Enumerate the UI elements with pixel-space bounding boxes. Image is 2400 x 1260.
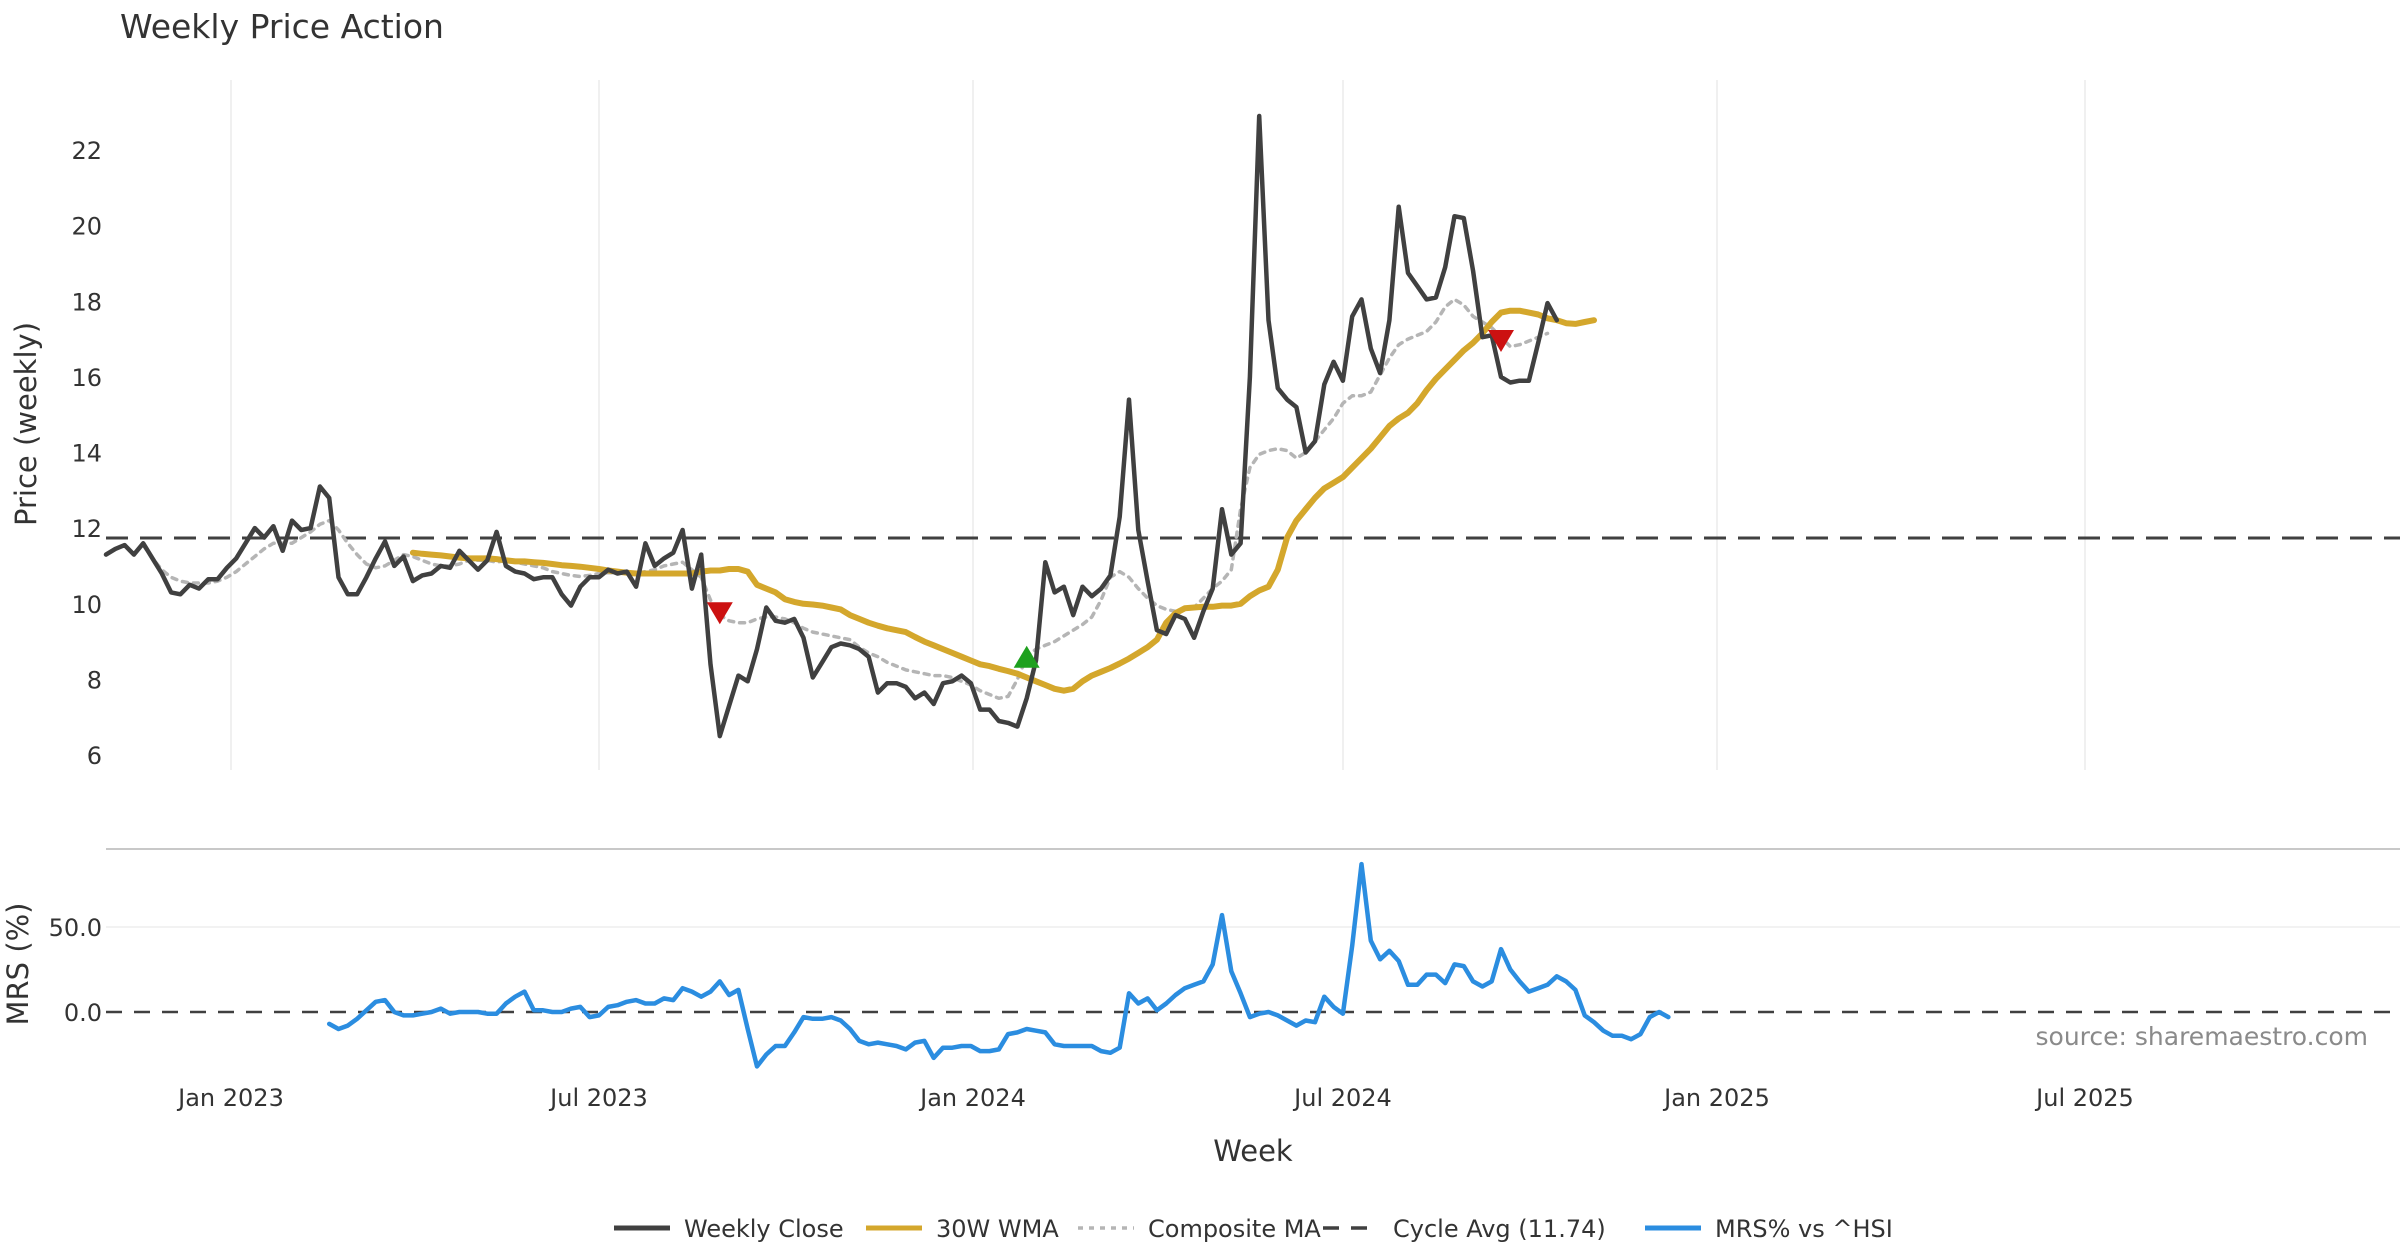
sell-signal-marker-2 — [1488, 329, 1514, 352]
legend-label-3: Cycle Avg (11.74) — [1393, 1215, 1606, 1243]
price-panel: 6 8 10 12 14 16 18 20 22 Price (weekly) — [9, 80, 2400, 770]
legend-label-1: 30W WMA — [936, 1215, 1059, 1243]
price-y-ticks: 6 8 10 12 14 16 18 20 22 — [71, 137, 102, 770]
legend: Weekly Close 30W WMA Composite MA Cycle Avg… — [614, 1215, 1893, 1243]
x-tick-jan-2025: Jan 2025 — [1662, 1084, 1770, 1112]
source-watermark: source: sharemaestro.com — [2036, 1022, 2369, 1051]
price-y-tick-6: 6 — [87, 742, 102, 770]
x-tick-jul-2023: Jul 2023 — [548, 1084, 648, 1112]
mrs-y-ticks: 0.0 50.0 — [49, 914, 102, 1027]
price-y-tick-10: 10 — [71, 591, 102, 619]
price-y-tick-16: 16 — [71, 364, 102, 392]
price-y-tick-22: 22 — [71, 137, 102, 165]
legend-label-2: Composite MA — [1148, 1215, 1321, 1243]
price-y-tick-8: 8 — [87, 666, 102, 694]
buy-signal-marker-1 — [1013, 645, 1040, 668]
series-composite-ma — [141, 297, 1550, 701]
series-weekly-close — [103, 113, 1560, 739]
x-axis-label: Week — [1213, 1134, 1293, 1168]
legend-label-0: Weekly Close — [684, 1215, 844, 1243]
x-tick-jul-2025: Jul 2025 — [2034, 1084, 2134, 1112]
mrs-y-axis-label: MRS (%) — [1, 903, 35, 1026]
price-y-tick-12: 12 — [71, 515, 102, 543]
sell-signal-marker-0 — [706, 602, 733, 625]
mrs-y-tick-50.0: 50.0 — [49, 914, 102, 942]
price-y-tick-20: 20 — [71, 213, 102, 241]
price-y-tick-18: 18 — [71, 288, 102, 316]
mrs-series — [326, 861, 1671, 1069]
x-tick-jan-2024: Jan 2024 — [918, 1084, 1026, 1112]
chart-title: Weekly Price Action — [120, 7, 444, 46]
price-series — [103, 113, 1597, 739]
mrs-y-tick-0.0: 0.0 — [64, 999, 102, 1027]
price-y-tick-14: 14 — [71, 440, 102, 468]
legend-label-4: MRS% vs ^HSI — [1715, 1215, 1893, 1243]
price-y-axis-label: Price (weekly) — [9, 322, 43, 526]
price-grid — [230, 80, 2086, 770]
mrs-panel: 0.0 50.0 MRS (%) — [1, 861, 2400, 1069]
series-30w-wma — [409, 307, 1597, 694]
signal-markers — [706, 329, 1514, 668]
x-tick-jul-2024: Jul 2024 — [1292, 1084, 1392, 1112]
x-tick-jan-2023: Jan 2023 — [176, 1084, 284, 1112]
x-axis-ticks: Jan 2023 Jul 2023 Jan 2024 Jul 2024 Jan 2025… — [176, 1084, 2134, 1112]
series-mrs-vs-hsi — [326, 861, 1671, 1069]
